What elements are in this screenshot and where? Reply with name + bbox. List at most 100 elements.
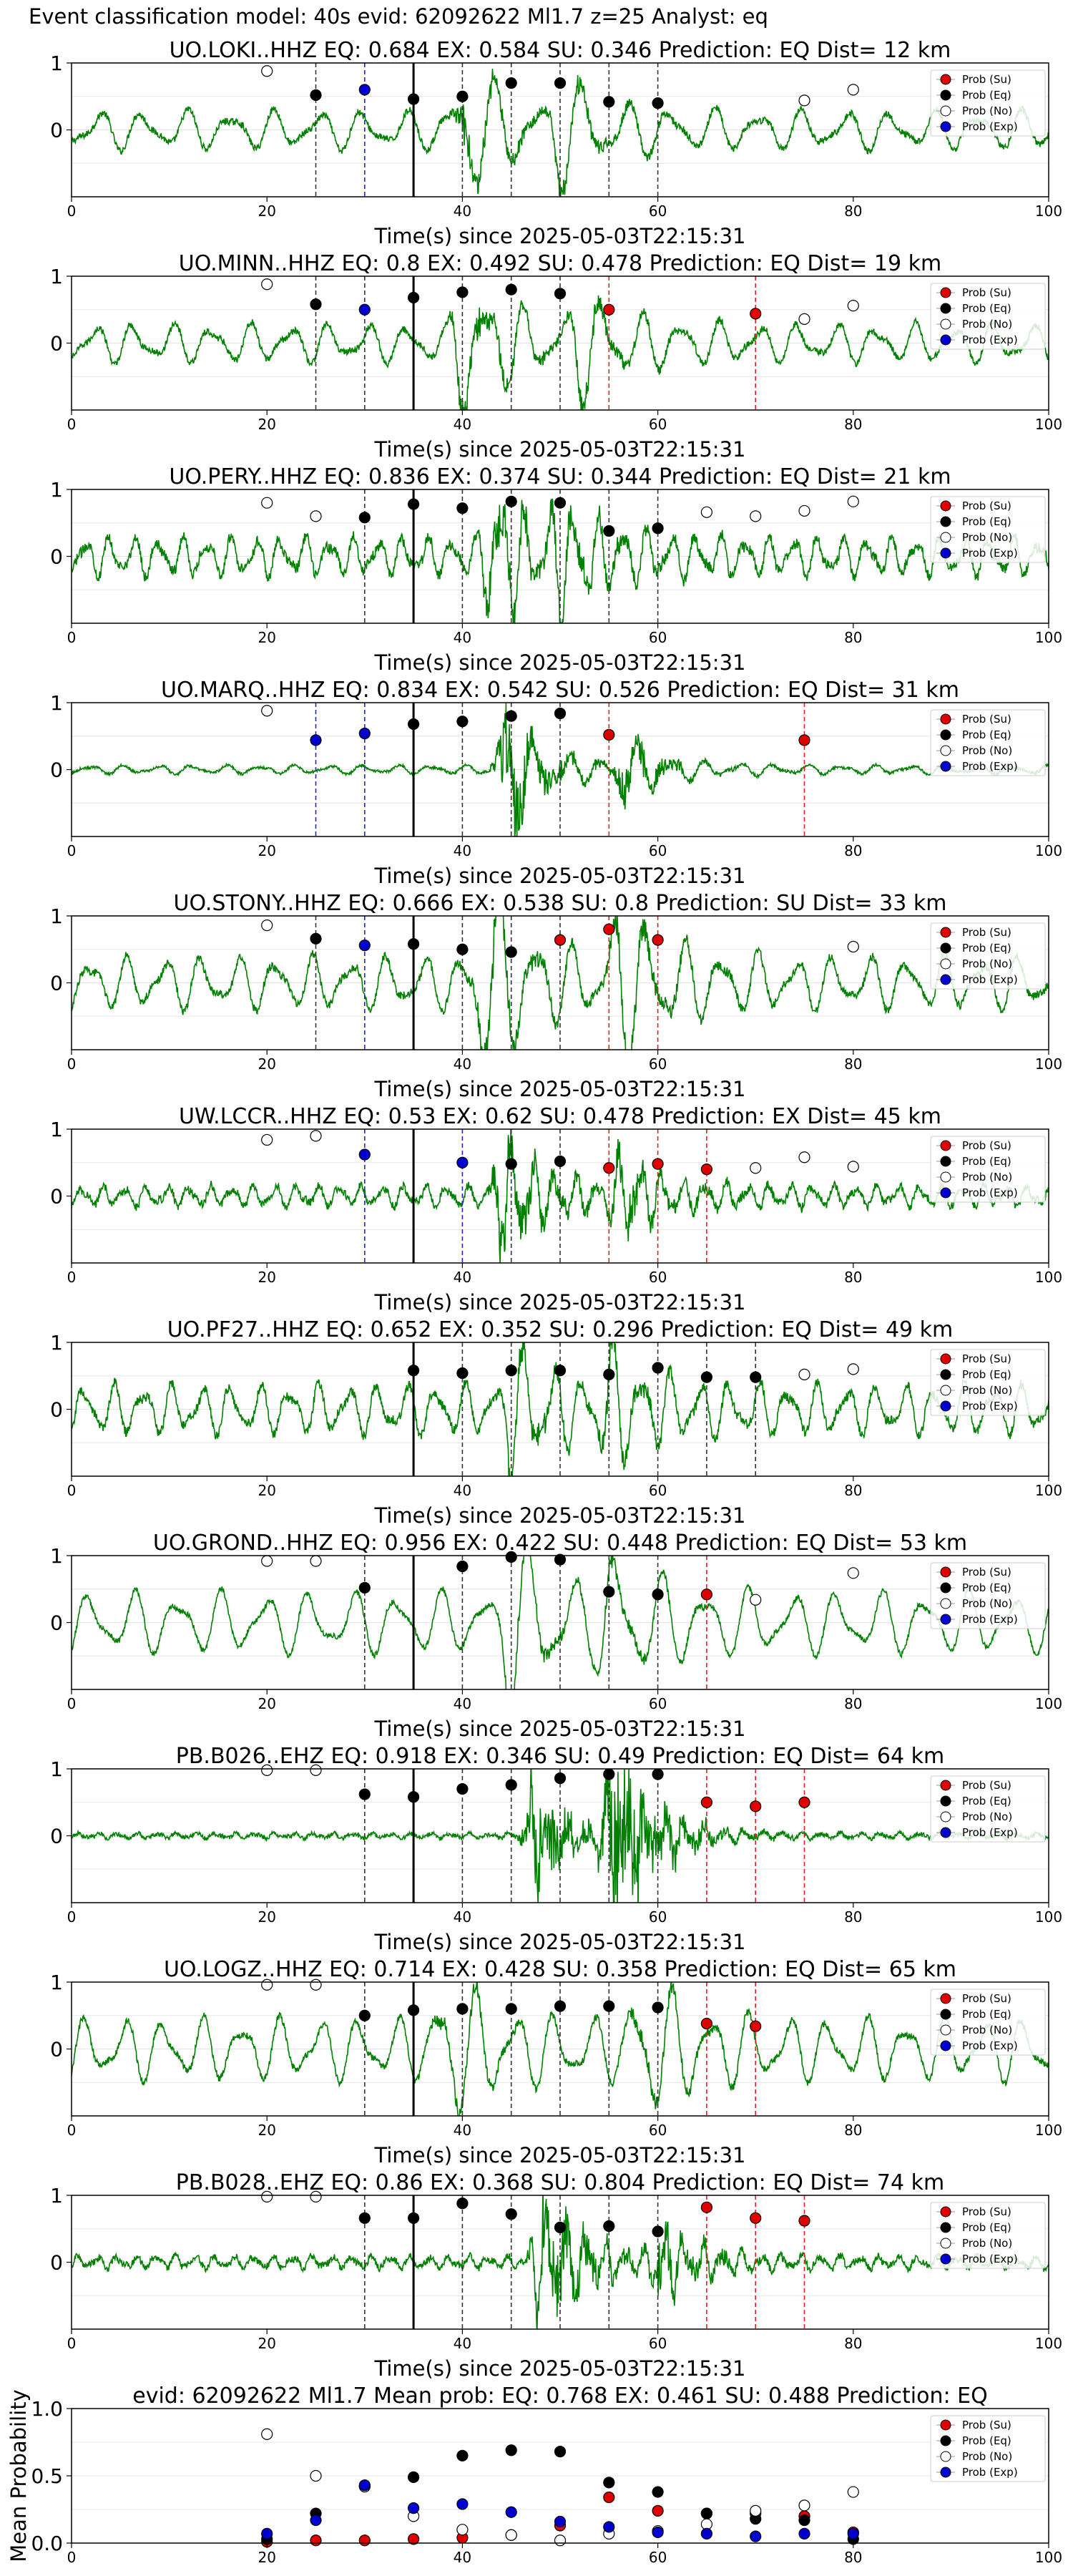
legend-label: Prob (Eq) xyxy=(962,942,1011,955)
x-tick-label: 40 xyxy=(454,1908,471,1926)
x-tick-label: 40 xyxy=(454,2335,471,2352)
prob-point xyxy=(456,716,469,728)
x-tick-label: 20 xyxy=(258,416,275,433)
waveform xyxy=(72,703,1049,836)
prob-point xyxy=(505,1551,517,1563)
x-tick-label: 40 xyxy=(454,2549,471,2566)
waveform xyxy=(72,498,1049,623)
prob-point xyxy=(456,1782,469,1795)
prob-point xyxy=(358,512,371,524)
legend-box xyxy=(930,283,1046,350)
mean-point xyxy=(505,2529,517,2541)
legend-marker xyxy=(940,1780,951,1791)
x-tick-label: 20 xyxy=(258,2549,275,2566)
prob-point xyxy=(750,510,762,522)
panel-title: UO.MARQ..HHZ EQ: 0.834 EX: 0.542 SU: 0.5… xyxy=(161,678,959,703)
mean-point xyxy=(554,2446,567,2458)
x-tick-label: 100 xyxy=(1035,2122,1062,2139)
mean-point xyxy=(652,2504,664,2517)
mean-point xyxy=(554,2515,567,2528)
legend-marker xyxy=(940,547,951,559)
legend-marker xyxy=(940,1385,951,1396)
prob-point xyxy=(505,946,517,958)
x-tick-label: 20 xyxy=(258,842,275,859)
prob-point xyxy=(358,2212,371,2224)
legend-marker xyxy=(940,1187,951,1199)
mean-point xyxy=(847,2527,859,2540)
prob-point xyxy=(554,934,567,946)
prob-point xyxy=(750,1800,762,1813)
y-axis-label: Mean Probability xyxy=(6,2389,31,2562)
legend-marker xyxy=(940,2253,951,2265)
legend-label: Prob (Exp) xyxy=(962,973,1018,986)
legend-box xyxy=(930,1349,1046,1416)
legend-marker xyxy=(940,713,951,725)
panel-title: PB.B026..EHZ EQ: 0.918 EX: 0.346 SU: 0.4… xyxy=(176,1744,945,1769)
legend-marker xyxy=(940,2451,951,2462)
panel-title: UO.LOKI..HHZ EQ: 0.684 EX: 0.584 SU: 0.3… xyxy=(170,38,951,63)
mean-point xyxy=(505,2444,517,2457)
x-axis-label: Time(s) since 2025-05-03T22:15:31 xyxy=(374,864,746,888)
prob-point xyxy=(456,1156,469,1169)
legend-marker xyxy=(940,2024,951,2036)
x-tick-label: 0 xyxy=(67,1908,77,1926)
prob-point xyxy=(652,1768,664,1780)
x-tick-label: 80 xyxy=(844,629,862,646)
mean-point xyxy=(310,2514,322,2527)
legend-box xyxy=(930,2202,1046,2269)
x-tick-label: 40 xyxy=(454,2122,471,2139)
x-axis-label: Time(s) since 2025-05-03T22:15:31 xyxy=(374,2356,746,2381)
mean-point xyxy=(847,2486,859,2498)
x-tick-label: 60 xyxy=(649,2549,667,2566)
x-tick-label: 60 xyxy=(649,1055,667,1073)
x-tick-label: 0 xyxy=(67,1482,77,1499)
prob-point xyxy=(261,65,273,77)
legend-box xyxy=(930,922,1046,990)
prob-point xyxy=(700,1371,713,1383)
prob-point xyxy=(603,1586,615,1598)
x-tick-label: 100 xyxy=(1035,842,1062,859)
legend-box xyxy=(930,69,1046,137)
legend-box xyxy=(930,2415,1046,2482)
prob-point xyxy=(407,498,420,510)
station-panel: UO.MARQ..HHZ EQ: 0.834 EX: 0.542 SU: 0.5… xyxy=(50,678,1062,888)
x-tick-label: 40 xyxy=(454,842,471,859)
prob-point xyxy=(603,96,615,108)
legend-marker xyxy=(940,942,951,954)
prob-point xyxy=(456,502,469,514)
legend-label: Prob (Eq) xyxy=(962,302,1011,315)
prob-point xyxy=(358,1581,371,1594)
prob-point xyxy=(798,1796,810,1808)
prob-point xyxy=(456,1560,469,1573)
prob-point xyxy=(407,718,420,731)
mean-point xyxy=(456,2449,469,2462)
x-tick-label: 100 xyxy=(1035,203,1062,220)
prob-point xyxy=(798,1368,810,1380)
prob-point xyxy=(456,90,469,102)
legend-label: Prob (Eq) xyxy=(962,2008,1011,2021)
station-panel: UW.LCCR..HHZ EQ: 0.53 EX: 0.62 SU: 0.478… xyxy=(50,1104,1062,1314)
y-tick-label: 1 xyxy=(50,1544,63,1568)
x-tick-label: 60 xyxy=(649,203,667,220)
y-tick-label: 1 xyxy=(50,691,63,715)
legend-label: Prob (Eq) xyxy=(962,1581,1011,1594)
x-tick-label: 20 xyxy=(258,203,275,220)
prob-point xyxy=(603,728,615,741)
panel-title: UW.LCCR..HHZ EQ: 0.53 EX: 0.62 SU: 0.478… xyxy=(179,1104,941,1129)
panel-title: UO.LOGZ..HHZ EQ: 0.714 EX: 0.428 SU: 0.3… xyxy=(164,1957,956,1982)
x-tick-label: 80 xyxy=(844,842,862,859)
y-tick-label: 0 xyxy=(50,1611,63,1635)
y-tick-label: 0.5 xyxy=(31,2464,63,2488)
mean-point xyxy=(358,2479,371,2492)
legend-marker xyxy=(940,2040,951,2051)
prob-point xyxy=(603,1368,615,1380)
legend-label: Prob (Su) xyxy=(962,926,1011,939)
prob-point xyxy=(700,506,713,518)
prob-point xyxy=(456,2197,469,2210)
legend-marker xyxy=(940,2009,951,2020)
x-tick-label: 20 xyxy=(258,1055,275,1073)
legend-label: Prob (Eq) xyxy=(962,728,1011,741)
x-tick-label: 80 xyxy=(844,2122,862,2139)
x-tick-label: 20 xyxy=(258,1482,275,1499)
prob-point xyxy=(750,1162,762,1174)
